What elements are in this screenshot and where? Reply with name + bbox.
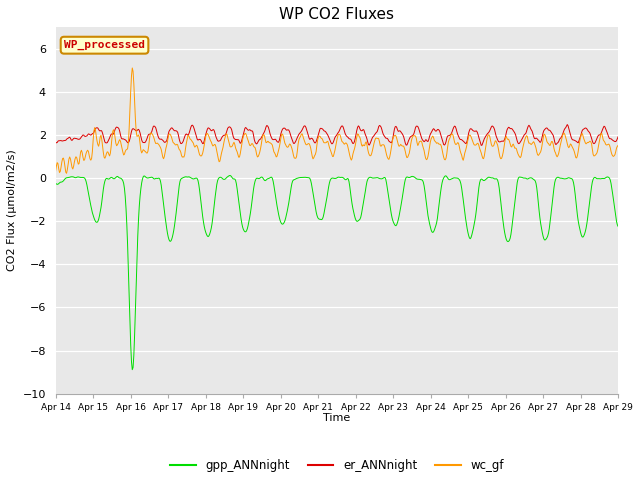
gpp_ANNnight: [226, 173, 234, 179]
wc_gf: [120, 151, 128, 157]
er_ANNnight: [52, 139, 60, 145]
gpp_ANNnight: [120, 180, 127, 186]
Legend: gpp_ANNnight, er_ANNnight, wc_gf: gpp_ANNnight, er_ANNnight, wc_gf: [165, 455, 509, 477]
wc_gf: [129, 65, 136, 71]
Title: WP CO2 Fluxes: WP CO2 Fluxes: [279, 7, 394, 22]
er_ANNnight: [614, 134, 622, 140]
wc_gf: [52, 168, 60, 174]
gpp_ANNnight: [178, 176, 186, 181]
gpp_ANNnight: [62, 175, 70, 181]
gpp_ANNnight: [407, 174, 415, 180]
wc_gf: [614, 143, 622, 148]
Text: WP_processed: WP_processed: [64, 40, 145, 50]
wc_gf: [179, 154, 186, 160]
gpp_ANNnight: [614, 224, 622, 229]
wc_gf: [208, 142, 216, 147]
gpp_ANNnight: [52, 180, 60, 186]
wc_gf: [407, 141, 415, 147]
Y-axis label: CO2 Flux (μmol/m2/s): CO2 Flux (μmol/m2/s): [7, 150, 17, 271]
X-axis label: Time: Time: [323, 413, 351, 423]
er_ANNnight: [422, 137, 429, 143]
er_ANNnight: [477, 143, 485, 148]
wc_gf: [63, 170, 70, 176]
er_ANNnight: [120, 136, 127, 142]
Line: gpp_ANNnight: gpp_ANNnight: [56, 176, 618, 370]
gpp_ANNnight: [207, 225, 215, 231]
er_ANNnight: [207, 127, 214, 133]
wc_gf: [62, 169, 70, 175]
er_ANNnight: [405, 136, 413, 142]
er_ANNnight: [563, 122, 571, 128]
wc_gf: [424, 156, 431, 162]
er_ANNnight: [62, 137, 70, 143]
gpp_ANNnight: [129, 367, 136, 372]
Line: wc_gf: wc_gf: [56, 68, 618, 173]
Line: er_ANNnight: er_ANNnight: [56, 125, 618, 145]
gpp_ANNnight: [424, 207, 431, 213]
er_ANNnight: [177, 141, 184, 146]
